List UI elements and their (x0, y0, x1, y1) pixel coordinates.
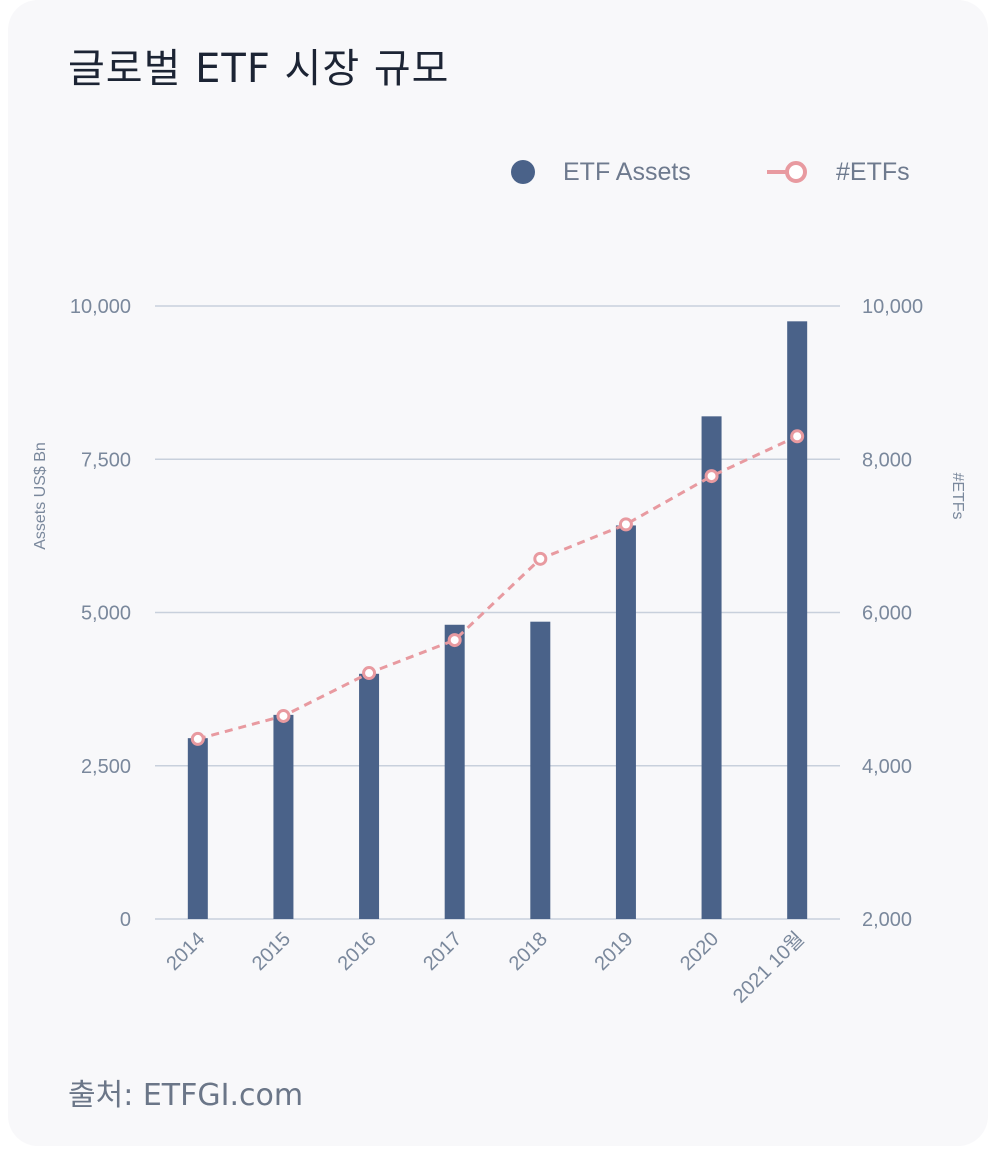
y-right-tick-label: 8,000 (862, 449, 912, 471)
x-tick-label: 2014 (162, 928, 209, 975)
x-tick-label: 2021 10월 (728, 927, 808, 1007)
etf-count-point (276, 708, 291, 723)
bar (444, 624, 465, 919)
y-right-tick-label: 2,000 (862, 909, 912, 931)
bar (701, 416, 722, 919)
y-left-axis-title: Assets US$ Bn (32, 442, 49, 550)
bar (530, 621, 551, 919)
x-tick-label: 2020 (676, 928, 723, 975)
bar (273, 714, 294, 919)
legend-bar-marker (511, 160, 535, 184)
etf-count-point (790, 429, 805, 444)
x-tick-label: 2018 (505, 928, 552, 975)
etf-count-point (618, 517, 633, 532)
chart-card (8, 0, 988, 1146)
y-right-tick-label: 6,000 (862, 603, 912, 625)
grid-layer (155, 305, 840, 920)
y-left-tick-label: 7,500 (81, 449, 131, 471)
y-left-tick-label: 2,500 (81, 756, 131, 778)
source-note: 출처: ETFGI.com (68, 1078, 304, 1113)
etf-count-point (704, 469, 719, 484)
etf-count-point (447, 633, 462, 648)
legend-label-assets: ETF Assets (563, 158, 691, 186)
y-left-tick-label: 10,000 (70, 296, 131, 318)
bar-layer (187, 321, 808, 919)
y-right-tick-label: 4,000 (862, 756, 912, 778)
bar (787, 321, 808, 919)
etf-count-line (197, 434, 798, 741)
line-layer (190, 429, 805, 746)
legend: ETF Assets #ETFs (511, 158, 910, 186)
legend-line-point (785, 161, 807, 183)
y-left-tick-label: 5,000 (81, 603, 131, 625)
x-tick-label: 2017 (419, 928, 466, 975)
axis-layer: 0 2,000 2,500 4,000 5,000 6,000 7,500 8,000 10,0… (32, 296, 966, 1008)
x-tick-label: 2015 (248, 928, 295, 975)
y-right-tick-label: 10,000 (862, 296, 923, 318)
bar (187, 738, 208, 919)
bar (359, 673, 380, 919)
chart-title: 글로벌 ETF 시장 규모 (68, 46, 450, 92)
legend-label-etfs: #ETFs (836, 158, 910, 186)
etf-count-point (362, 666, 377, 681)
x-tick-label: 2016 (334, 928, 381, 975)
y-left-tick-label: 0 (120, 909, 131, 931)
etf-count-point (533, 551, 548, 566)
etf-count-point (190, 731, 205, 746)
y-right-axis-title: #ETFs (949, 472, 966, 519)
x-tick-label: 2019 (590, 928, 637, 975)
bar (615, 525, 636, 919)
